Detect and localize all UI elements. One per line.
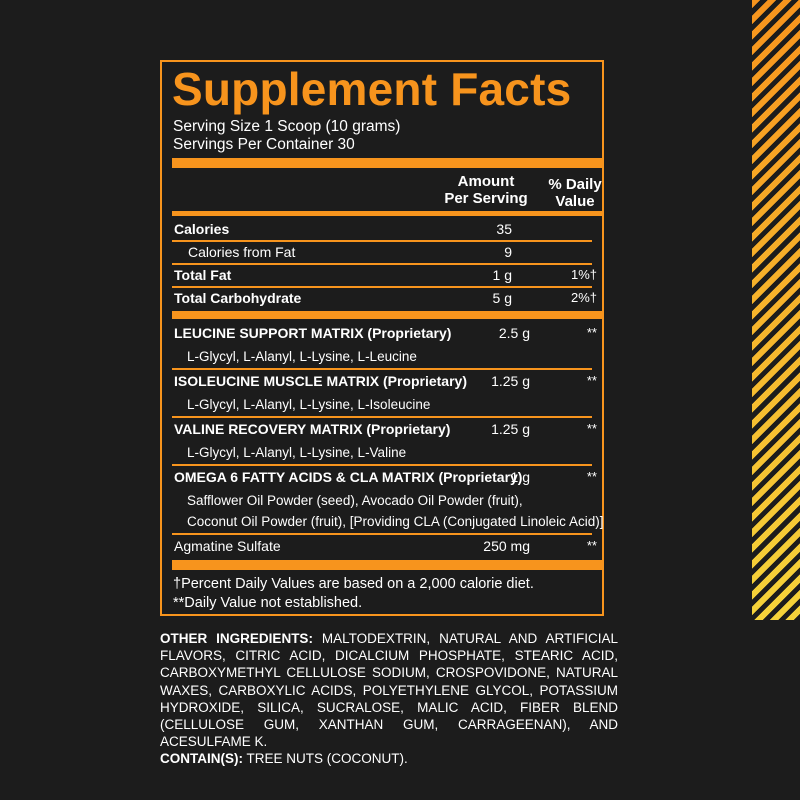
section-divider [172,311,604,319]
nutrient-name: Calories [174,221,230,237]
other-ingredients-label: OTHER INGREDIENTS: [160,631,313,646]
nutrient-amount: 5 g [492,290,512,306]
row-divider [172,464,592,466]
row-divider [172,416,592,418]
panel-title: Supplement Facts [172,63,572,115]
ingredient-daily-value: ** [586,538,597,553]
blend-ingredients-line2: Coconut Oil Powder (fruit), [Providing C… [187,514,604,529]
row-divider [172,286,592,288]
nutrient-amount: 1 g [492,267,512,283]
row-divider [172,263,592,265]
blend-ingredients-line1: Safflower Oil Powder (seed), Avocado Oil… [187,493,523,508]
footnote-daily-values: †Percent Daily Values are based on a 2,0… [173,576,534,592]
blend-daily-value: ** [586,421,597,436]
blend-daily-value: ** [586,373,597,388]
other-ingredients-text: MALTODEXTRIN, NATURAL AND ARTIFICIAL FLA… [160,631,618,750]
nutrient-name: Total Carbohydrate [174,290,302,306]
blend-daily-value: ** [586,325,597,340]
daily-value-header: % Daily Value [548,176,602,210]
servings-per-container: Servings Per Container 30 [173,136,355,153]
decorative-stripes [752,0,800,620]
contains-text: TREE NUTS (COCONUT). [246,751,408,767]
blend-name: VALINE RECOVERY MATRIX (Proprietary) [174,421,451,437]
blend-name: ISOLEUCINE MUSCLE MATRIX (Proprietary) [174,373,467,389]
nutrient-name: Total Fat [174,267,232,283]
footnote-not-established: **Daily Value not established. [173,595,363,611]
footer-divider [172,560,604,570]
blend-ingredients: L-Glycyl, L-Alanyl, L-Lysine, L-Valine [187,445,407,460]
row-divider [172,533,592,535]
blend-amount: 1.25 g [491,373,530,389]
ingredient-amount: 250 mg [483,538,530,554]
thick-divider [172,158,604,168]
row-divider [172,240,592,242]
blend-daily-value: ** [586,469,597,484]
supplement-facts-panel [160,60,604,616]
nutrient-amount: 9 [504,244,512,260]
ingredient-name: Agmatine Sulfate [174,538,281,554]
blend-amount: 1.25 g [491,421,530,437]
nutrient-name: Calories from Fat [188,244,296,260]
blend-amount: 2.5 g [498,325,530,341]
amount-header: Amount Per Serving [444,173,528,207]
serving-size: Serving Size 1 Scoop (10 grams) [173,118,401,135]
blend-amount: 1 g [510,469,530,485]
nutrient-amount: 35 [496,221,512,237]
header-divider [172,211,604,216]
blend-ingredients: L-Glycyl, L-Alanyl, L-Lysine, L-Isoleuci… [187,397,431,412]
blend-name: LEUCINE SUPPORT MATRIX (Proprietary) [174,325,452,341]
contains-label: CONTAIN(S): [160,751,243,767]
row-divider [172,368,592,370]
blend-ingredients: L-Glycyl, L-Alanyl, L-Lysine, L-Leucine [187,349,417,364]
nutrient-daily-value: 1%† [570,267,597,282]
nutrient-daily-value: 2%† [570,290,597,305]
blend-name: OMEGA 6 FATTY ACIDS & CLA MATRIX (Propri… [174,469,523,485]
other-ingredients: OTHER INGREDIENTS: MALTODEXTRIN, NATURAL… [160,630,618,768]
